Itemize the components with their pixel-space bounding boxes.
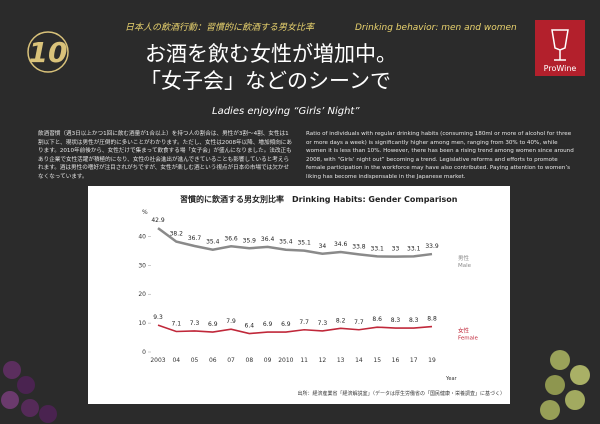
series-line xyxy=(157,227,433,258)
y-tick-label: 30 xyxy=(138,262,146,269)
data-label: 7.7 xyxy=(299,319,309,326)
data-label: 33.1 xyxy=(371,245,385,252)
data-label: 8.3 xyxy=(409,317,419,324)
grape xyxy=(3,361,21,379)
title-line: お酒を飲む女性が増加中。 xyxy=(145,42,397,66)
x-axis-label: Year xyxy=(445,376,458,382)
grape xyxy=(570,365,590,385)
x-tick-label: 17 xyxy=(410,357,418,364)
x-tick-label: 15 xyxy=(373,357,381,364)
x-tick-label: 11 xyxy=(300,357,308,364)
data-label: 7.1 xyxy=(171,320,181,327)
data-label: 6.9 xyxy=(263,321,273,328)
data-label: 7.3 xyxy=(190,320,200,327)
body-ja: 飲酒習慣（週3日以上かつ1回に飲む酒量が1合以上）を持つ人の割合は、男性が3割〜… xyxy=(38,131,292,180)
data-label: 33 xyxy=(392,246,400,253)
data-label: 35.1 xyxy=(297,240,311,247)
data-label: 8.3 xyxy=(391,317,401,324)
data-label: 35.9 xyxy=(243,237,257,244)
data-label: 7.9 xyxy=(226,318,236,325)
data-label: 34.6 xyxy=(334,241,348,248)
grapes-right xyxy=(540,350,590,420)
body-en: Ratio of individuals with regular drinki… xyxy=(306,131,574,180)
x-tick-label: 05 xyxy=(191,357,199,364)
grapes-left xyxy=(1,361,57,423)
data-label: 33.9 xyxy=(425,243,439,250)
data-label: 8.2 xyxy=(336,317,346,324)
data-label: 7.3 xyxy=(318,320,328,327)
x-tick-label: 06 xyxy=(209,357,217,364)
legend-name: 女性 xyxy=(458,327,470,335)
data-label: 34 xyxy=(319,243,327,250)
x-tick-label: 14 xyxy=(355,357,363,364)
data-label: 6.4 xyxy=(245,323,255,330)
grape xyxy=(550,350,570,370)
x-tick-label: 19 xyxy=(428,357,436,364)
data-label: 33.1 xyxy=(407,245,421,252)
data-label: 33.8 xyxy=(352,243,366,250)
chart-title: 習慣的に飲酒する男女別比率 xyxy=(180,194,284,204)
y-tick-label: 10 xyxy=(138,320,146,327)
grape xyxy=(39,405,57,423)
grape xyxy=(545,375,565,395)
x-tick-label: 08 xyxy=(246,357,254,364)
y-unit: % xyxy=(142,209,148,216)
y-tick-label: 40 xyxy=(138,233,146,240)
legend-name-en: Female xyxy=(458,336,479,342)
x-tick-label: 07 xyxy=(227,357,235,364)
logo-glass xyxy=(551,29,569,61)
data-label: 9.3 xyxy=(153,314,163,321)
kicker-en: Drinking behavior: men and women xyxy=(355,23,517,33)
x-tick-label: 13 xyxy=(337,357,345,364)
grape xyxy=(565,390,585,410)
grape xyxy=(540,400,560,420)
y-tick-label: 20 xyxy=(138,291,146,298)
legend-name-en: Male xyxy=(458,263,472,269)
kicker-ja: 日本人の飲酒行動：習慣的に飲酒する男女比率 xyxy=(125,22,316,33)
data-label: 36.4 xyxy=(261,236,275,243)
badge-number: 10 xyxy=(29,36,68,69)
data-label: 35.4 xyxy=(206,239,220,246)
x-tick-label: 2003 xyxy=(150,357,165,364)
source: 出所：経済産業省「経済解説室」（データは厚生労働省の「国民健康・栄養調査」に基づ… xyxy=(297,390,505,397)
series-line xyxy=(157,324,433,335)
x-tick-label: 2010 xyxy=(278,357,293,364)
data-label: 8.8 xyxy=(427,316,437,323)
y-tick-label: 0 xyxy=(142,349,146,356)
grape xyxy=(1,391,19,409)
subtitle: Ladies enjoying “Girls’ Night” xyxy=(212,106,360,117)
grape xyxy=(21,399,39,417)
chart-panel xyxy=(88,186,510,404)
data-label: 8.6 xyxy=(372,316,382,323)
legend-name: 男性 xyxy=(458,254,470,262)
data-label: 35.4 xyxy=(279,239,293,246)
data-label: 7.7 xyxy=(354,319,364,326)
data-label: 38.2 xyxy=(170,231,184,238)
logo-text: ProWine xyxy=(544,64,577,73)
x-tick-label: 04 xyxy=(172,357,180,364)
data-label: 42.9 xyxy=(151,217,165,224)
badge-ring xyxy=(27,31,69,73)
grape xyxy=(17,376,35,394)
data-label: 36.7 xyxy=(188,235,202,242)
x-tick-label: 16 xyxy=(392,357,400,364)
data-label: 6.9 xyxy=(281,321,291,328)
data-label: 6.9 xyxy=(208,321,218,328)
title-line: 「女子会」などのシーンで xyxy=(140,69,391,93)
x-tick-label: 12 xyxy=(319,357,327,364)
x-tick-label: 09 xyxy=(264,357,272,364)
chart-title-en: Drinking Habits: Gender Comparison xyxy=(292,195,458,204)
data-label: 36.6 xyxy=(224,235,238,242)
